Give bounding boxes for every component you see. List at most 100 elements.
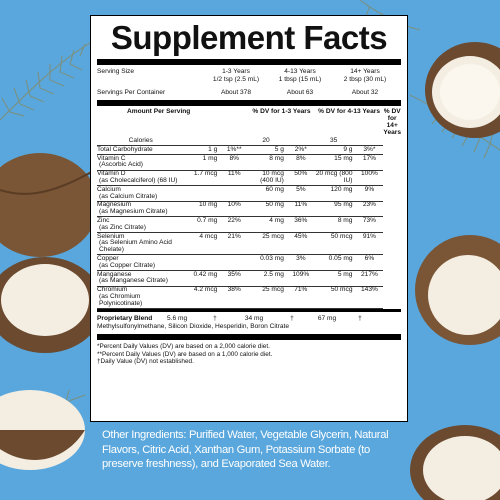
footnote: †Daily Value (DV) not established. xyxy=(97,358,194,366)
container-count: About 378 xyxy=(220,89,252,96)
dv-4-13-years xyxy=(286,137,315,147)
nutrient-row: Zinc (as Zinc Citrate) 0.7 mg 22% 4 mg 36% 8 m… xyxy=(97,216,401,234)
blend-dv-1: † xyxy=(213,315,217,323)
nutrient-label: Zinc xyxy=(97,216,110,224)
palm-leaf-left xyxy=(0,39,96,121)
proprietary-blend: Proprietary Blend 5.6 mg † 34 mg † 67 mg… xyxy=(97,312,401,334)
coconut-whole-left xyxy=(0,153,98,257)
nutrient-name: Manganese (as Manganese Citrate) xyxy=(97,270,185,287)
dv-1-3-years: 22% xyxy=(220,216,249,234)
header-amount: Amount Per Serving xyxy=(126,107,191,115)
serving-size-value: 1 tbsp (15 mL) xyxy=(278,75,322,83)
divider xyxy=(97,99,401,106)
dv-1-3-years: 21% xyxy=(220,232,249,256)
amount-4-13-years: 5 g xyxy=(248,145,287,156)
amount-14-plus-years: 50 mcg xyxy=(314,286,356,310)
dv-4-13-years: 50% xyxy=(286,170,315,187)
age-label: 1-3 Years xyxy=(222,68,250,75)
amount-14-plus-years: 8 mg xyxy=(314,216,356,234)
table-header: Amount Per Serving % DV for 1-3 Years % … xyxy=(97,106,401,138)
nutrient-label: Vitamin D xyxy=(97,170,126,178)
amount-4-13-years: 0.03 mg xyxy=(248,254,287,272)
dv-4-13-years: 45% xyxy=(286,232,315,256)
nutrient-label: Selenium xyxy=(97,232,125,240)
other-ingredients: Other Ingredients: Purified Water, Veget… xyxy=(102,429,389,470)
coconut-bottom-left xyxy=(0,390,85,470)
amount-1-3-years: 1.7 mcg xyxy=(184,170,221,187)
amount-14-plus-years: 95 mg xyxy=(314,201,356,218)
dv-1-3-years xyxy=(220,137,249,147)
coconut-right-middle xyxy=(415,235,500,345)
amount-14-plus-years: 120 mg xyxy=(314,185,356,202)
serving-info: Serving Size 1-3 Years 1/2 tsp (2.5 mL) … xyxy=(97,65,401,100)
container-count: About 32 xyxy=(351,89,379,96)
serving-size-value: 2 tbsp (30 mL) xyxy=(343,75,387,83)
amount-14-plus-years: 5 mg xyxy=(314,270,356,287)
dv-4-13-years: 71% xyxy=(286,286,315,310)
nutrient-row: Magnesium (as Magnesium Citrate) 10 mg 10% 5… xyxy=(97,201,401,218)
nutrient-source: (as Calcium Citrate) xyxy=(99,192,158,200)
blend-amount-3: 67 mg xyxy=(317,315,337,323)
dv-14-plus-years: 17% xyxy=(355,154,384,171)
coconut-half-left xyxy=(0,257,103,353)
dv-1-3-years: 11% xyxy=(220,170,249,187)
amount-1-3-years: 0.42 mg xyxy=(184,270,221,287)
nutrient-source: (as Magnesium Citrate) xyxy=(99,208,168,216)
header-dv-3: % DV for 14+ Years xyxy=(383,107,402,136)
dv-14-plus-years: 143% xyxy=(355,286,384,310)
nutrient-label: Magnesium xyxy=(97,201,132,209)
header-dv-2: % DV for 4-13 Years xyxy=(318,107,380,115)
blend-label: Proprietary Blend xyxy=(97,315,153,323)
nutrient-source: (as Cholecalciferol) (68 IU) xyxy=(99,176,178,184)
nutrient-source: (as Manganese Citrate) xyxy=(99,277,168,285)
dv-4-13-years: 109% xyxy=(286,270,315,287)
amount-4-13-years: 4 mg xyxy=(248,216,287,234)
footnote: **Percent Daily Values (DV) are based on… xyxy=(97,350,273,358)
nutrient-row: Selenium (as Selenium Amino Acid Chelate)… xyxy=(97,232,401,256)
nutrient-name: Zinc (as Zinc Citrate) xyxy=(97,216,185,234)
serving-group-1: 1-3 Years 1/2 tsp (2.5 mL) xyxy=(205,68,267,83)
divider xyxy=(97,59,401,65)
serving-group-2: 4-13 Years 1 tbsp (15 mL) xyxy=(267,68,333,83)
amount-1-3-years: 1 g xyxy=(184,145,221,156)
nutrient-name: Vitamin D (as Cholecalciferol) (68 IU) xyxy=(97,170,185,187)
nutrient-name: Selenium (as Selenium Amino Acid Chelate) xyxy=(97,232,185,256)
nutrient-name: Chromium (as Chromium Polynicotinate) xyxy=(97,286,185,310)
supplement-facts-panel: Supplement Facts Serving Size 1-3 Years … xyxy=(90,15,408,422)
dv-4-13-years: 11% xyxy=(286,201,315,218)
divider xyxy=(97,309,401,313)
dv-14-plus-years: 91% xyxy=(355,232,384,256)
nutrient-label: Copper xyxy=(97,254,119,262)
nutrient-label: Chromium xyxy=(97,286,128,294)
amount-4-13-years: 10 mcg (400 IU) xyxy=(248,170,287,187)
amount-1-3-years xyxy=(184,185,221,202)
dv-1-3-years xyxy=(220,185,249,202)
header-dv-1: % DV for 1-3 Years xyxy=(252,107,311,115)
dv-14-plus-years xyxy=(355,137,384,147)
blend-row: Proprietary Blend 5.6 mg † 34 mg † 67 mg… xyxy=(97,312,401,323)
nutrient-name: Total Carbohydrate xyxy=(97,145,185,156)
amount-14-plus-years: 35 xyxy=(314,137,356,147)
dv-14-plus-years: 6% xyxy=(355,254,384,272)
amount-4-13-years: 8 mg xyxy=(248,154,287,171)
dv-14-plus-years: 9% xyxy=(355,185,384,202)
nutrient-source: (as Chromium Polynicotinate) xyxy=(99,292,143,307)
nutrient-rows: Calories 20 35 Total Carbohydrate 1 g 1%** 5 g… xyxy=(97,137,401,310)
dv-4-13-years: 36% xyxy=(286,216,315,234)
blend-dv-2: † xyxy=(290,315,294,323)
nutrient-table: Amount Per Serving % DV for 1-3 Years % … xyxy=(97,106,401,310)
amount-1-3-years xyxy=(184,137,221,147)
serving-size-label: Serving Size xyxy=(97,68,135,75)
nutrient-source: (Ascorbic Acid) xyxy=(99,161,143,169)
dv-1-3-years: 10% xyxy=(220,201,249,218)
amount-14-plus-years: 50 mcg xyxy=(314,232,356,256)
divider xyxy=(97,334,401,341)
blend-amount-2: 34 mg xyxy=(244,315,264,323)
nutrient-row: Total Carbohydrate 1 g 1%** 5 g 2%* 9 g 3%* xyxy=(97,145,401,156)
coconut-half-top-right xyxy=(425,42,500,138)
serving-size-value: 1/2 tsp (2.5 mL) xyxy=(212,75,260,83)
nutrient-source: (as Zinc Citrate) xyxy=(99,223,146,231)
amount-1-3-years: 1 mg xyxy=(184,154,221,171)
nutrient-label: Calcium xyxy=(97,185,121,193)
